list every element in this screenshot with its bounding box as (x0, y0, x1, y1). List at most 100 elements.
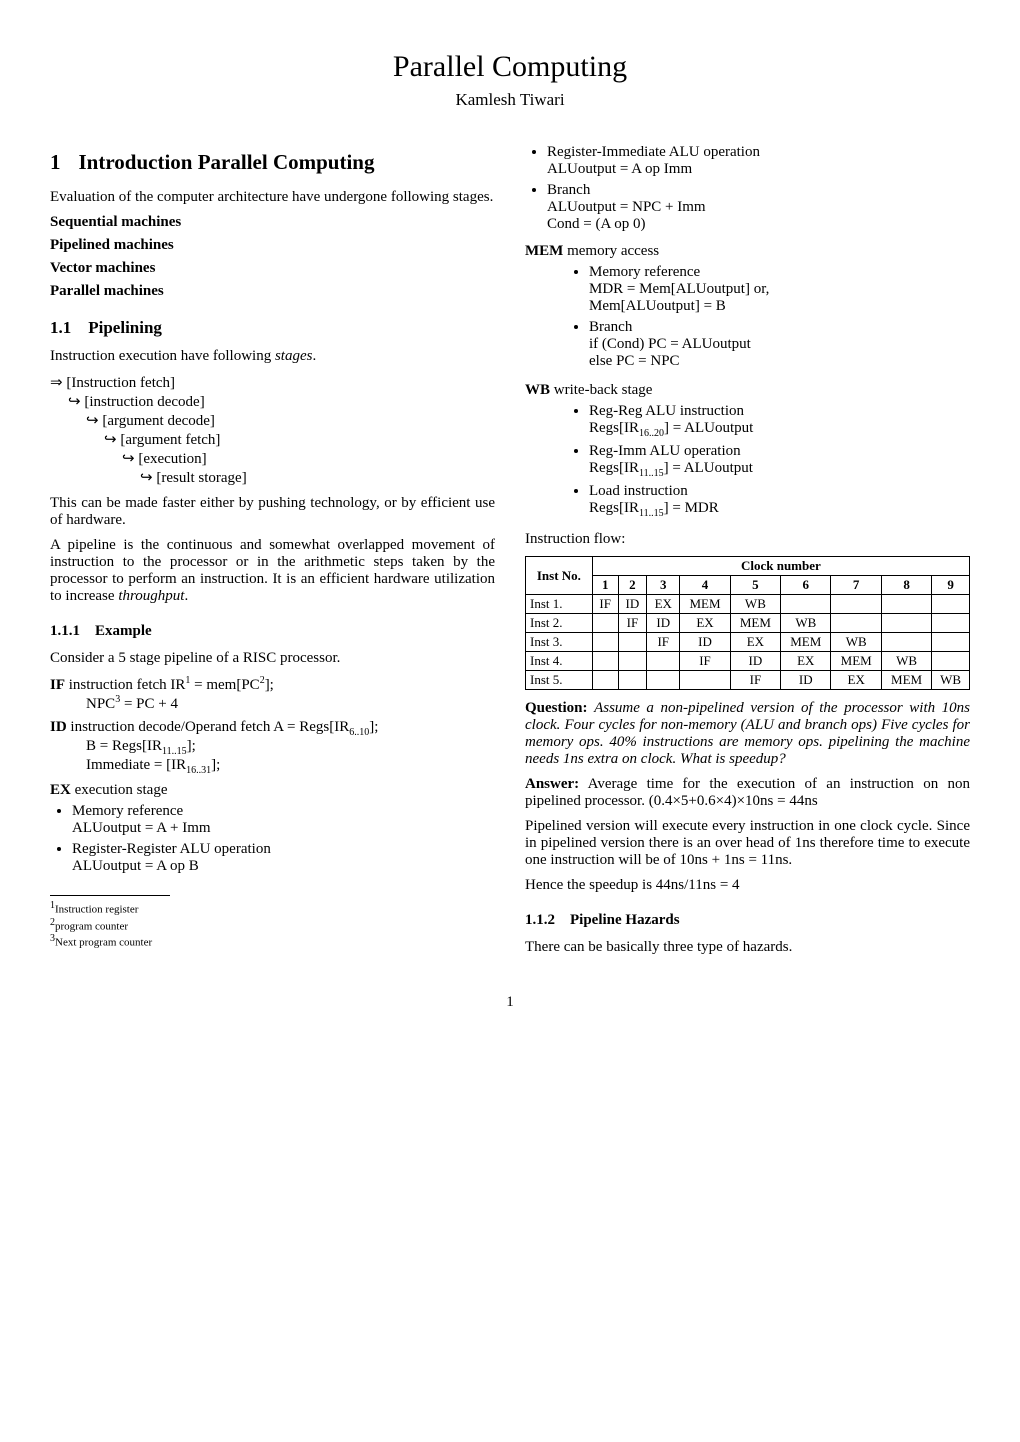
page-number: 1 (50, 994, 970, 1011)
table-header: 2 (618, 576, 647, 595)
text: NPC (86, 696, 115, 712)
table-header: 9 (932, 576, 970, 595)
table-cell (618, 633, 647, 652)
two-column-layout: 1 Introduction Parallel Computing Evalua… (50, 140, 970, 964)
sub: 11..15 (162, 746, 187, 757)
stage-item: [result storage] (50, 468, 495, 487)
sec1-intro: Evaluation of the computer architecture … (50, 189, 495, 206)
table-cell: EX (831, 671, 881, 690)
stage-chain: [Instruction fetch] [instruction decode]… (50, 373, 495, 487)
section-1-title: Introduction Parallel Computing (79, 150, 375, 175)
section-1-heading: 1 Introduction Parallel Computing (50, 150, 495, 175)
text: Instruction register (55, 904, 138, 916)
text: ]; (211, 757, 220, 773)
sub11-p2: This can be made faster either by pushin… (50, 495, 495, 529)
doc-title: Parallel Computing (50, 50, 970, 84)
sub11-p1: Instruction execution have following sta… (50, 348, 495, 365)
footnote-3: 3Next program counter (50, 933, 495, 949)
table-cell (932, 595, 970, 614)
stage-if: IF instruction fetch IR1 = mem[PC2]; NPC… (50, 675, 495, 713)
table-cell (781, 595, 831, 614)
sub112-p1: There can be basically three type of haz… (525, 939, 970, 956)
bullet-item: Memory reference MDR = Mem[ALUoutput] or… (589, 264, 970, 315)
left-column: 1 Introduction Parallel Computing Evalua… (50, 140, 495, 964)
text: = PC + 4 (120, 696, 178, 712)
sub11-p3: A pipeline is the continuous and somewha… (50, 537, 495, 605)
table-cell (932, 652, 970, 671)
table-cell: IF (592, 595, 618, 614)
text: ]; (265, 677, 274, 693)
table-cell (647, 652, 680, 671)
stage-mem: MEM memory access Memory reference MDR =… (525, 243, 970, 370)
stage-ex: EX execution stage Memory reference ALUo… (50, 782, 495, 875)
table-cell: ID (781, 671, 831, 690)
pipeline-table: Inst No. Clock number 1 2 3 4 5 6 7 8 9 … (525, 556, 970, 690)
text: Average time for the execution of an ins… (525, 776, 970, 809)
text: Register-Immediate ALU operation (547, 144, 760, 160)
table-row: Inst 4. IF ID EX MEM WB (526, 652, 970, 671)
table-cell: IF (680, 652, 730, 671)
table-cell (831, 595, 881, 614)
stage-id-label: ID (50, 719, 67, 735)
table-cell (881, 595, 931, 614)
answer-p2: Pipelined version will execute every ins… (525, 818, 970, 869)
table-cell: IF (730, 671, 780, 690)
instruction-flow-label: Instruction flow: (525, 531, 970, 548)
text: Branch (547, 182, 590, 198)
text: Branch (589, 319, 632, 335)
table-header: Inst No. (526, 557, 593, 595)
footnote-rule (50, 895, 170, 896)
subsection-1-1-heading: 1.1 Pipelining (50, 318, 495, 338)
table-cell (592, 614, 618, 633)
text: Memory reference (589, 264, 700, 280)
text: program counter (55, 920, 128, 932)
table-cell (592, 633, 618, 652)
stage-item: [instruction decode] (50, 392, 495, 411)
table-cell (647, 671, 680, 690)
stage-wb-title: write-back stage (554, 382, 653, 398)
text: if (Cond) PC = ALUoutput (589, 336, 751, 352)
sub: 11..15 (639, 468, 664, 479)
table-cell: Inst 5. (526, 671, 593, 690)
table-header: 4 (680, 576, 730, 595)
doc-author: Kamlesh Tiwari (50, 90, 970, 110)
text: Reg-Reg ALU instruction (589, 403, 744, 419)
table-cell (932, 614, 970, 633)
table-cell: Inst 1. (526, 595, 593, 614)
table-cell: WB (932, 671, 970, 690)
stage-mem-label: MEM (525, 243, 563, 259)
bullet-item: Branch ALUoutput = NPC + Imm Cond = (A o… (547, 182, 970, 233)
table-cell: IF (647, 633, 680, 652)
text: instruction decode/Operand fetch A = Reg… (70, 719, 349, 735)
table-cell (881, 614, 931, 633)
bullet-item: Branch if (Cond) PC = ALUoutput else PC … (589, 319, 970, 370)
subsubsection-1-1-2-heading: 1.1.2 Pipeline Hazards (525, 912, 970, 929)
table-header: 5 (730, 576, 780, 595)
text: ] = ALUoutput (664, 420, 753, 436)
bullet-item: Reg-Imm ALU operation Regs[IR11..15] = A… (589, 443, 970, 479)
text: MDR = Mem[ALUoutput] or, (589, 281, 769, 297)
stage-mem-bullets: Memory reference MDR = Mem[ALUoutput] or… (567, 264, 970, 370)
stage-id-line3: Immediate = [IR16..31]; (50, 757, 495, 776)
bullet-item: Reg-Reg ALU instruction Regs[IR16..20] =… (589, 403, 970, 439)
text: ]; (369, 719, 378, 735)
sub111-p1: Consider a 5 stage pipeline of a RISC pr… (50, 650, 495, 667)
text: Regs[IR (589, 500, 639, 516)
text: Mem[ALUoutput] = B (589, 298, 726, 314)
text: Next program counter (55, 937, 152, 949)
table-header: Clock number (592, 557, 969, 576)
subsection-1-1-number: 1.1 (50, 318, 71, 337)
subsubsection-1-1-1-number: 1.1.1 (50, 623, 80, 639)
table-cell: MEM (730, 614, 780, 633)
footnote-2: 2program counter (50, 917, 495, 933)
stage-ex-label: EX (50, 782, 71, 798)
table-cell: EX (680, 614, 730, 633)
table-header: 1 (592, 576, 618, 595)
stage-ex-bullets-cont: Register-Immediate ALU operation ALUoutp… (525, 144, 970, 233)
text: ALUoutput = A + Imm (72, 820, 211, 836)
table-cell: WB (730, 595, 780, 614)
text: ALUoutput = A op B (72, 858, 199, 874)
table-header: 3 (647, 576, 680, 595)
section-1-number: 1 (50, 150, 61, 175)
table-cell (932, 633, 970, 652)
